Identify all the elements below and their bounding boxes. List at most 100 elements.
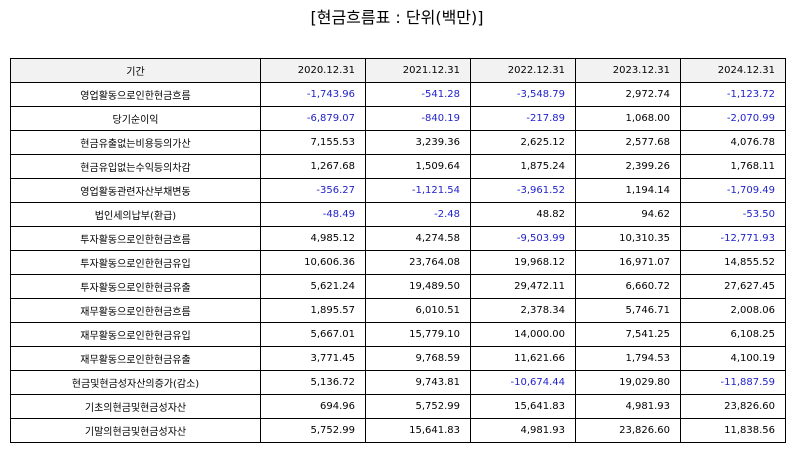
table-cell-value: -1,709.49 <box>680 178 786 203</box>
table-cell-value: 2,577.68 <box>575 130 681 155</box>
table-cell-value: 15,641.83 <box>365 418 471 443</box>
table-row: 현금유입없는수익등의차감 1,267.68 1,509.64 1,875.24 2,39… <box>10 154 786 179</box>
row-label: 재무활동으로인한현금유출 <box>10 346 261 371</box>
column-header-year: 2024.12.31 <box>680 58 786 83</box>
table-cell-value: 14,855.52 <box>680 250 786 275</box>
table-cell-value: -1,121.54 <box>365 178 471 203</box>
table-cell-value: 1,768.11 <box>680 154 786 179</box>
table-row: 기말의현금및현금성자산 5,752.99 15,641.83 4,981.93 23,8… <box>10 418 786 443</box>
table-row: 투자활동으로인한현금흐름 4,985.12 4,274.58 -9,503.99 10,… <box>10 226 786 251</box>
table-cell-value: -48.49 <box>260 202 366 227</box>
table-row: 영업활동으로인한현금흐름 -1,743.96 -541.28 -3,548.79 2,9… <box>10 82 786 107</box>
row-label: 투자활동으로인한현금유입 <box>10 250 261 275</box>
table-cell-value: -541.28 <box>365 82 471 107</box>
row-label: 현금및현금성자산의증가(감소) <box>10 370 261 395</box>
table-cell-value: -6,879.07 <box>260 106 366 131</box>
table-cell-value: 6,660.72 <box>575 274 681 299</box>
table-cell-value: 48.82 <box>470 202 576 227</box>
table-row: 재무활동으로인한현금유입 5,667.01 15,779.10 14,000.00 7,… <box>10 322 786 347</box>
row-label: 기초의현금및현금성자산 <box>10 394 261 419</box>
table-cell-value: 15,779.10 <box>365 322 471 347</box>
table-row: 현금유출없는비용등의가산 7,155.53 3,239.36 2,625.12 2,57… <box>10 130 786 155</box>
table-cell-value: -10,674.44 <box>470 370 576 395</box>
table-cell-value: 23,764.08 <box>365 250 471 275</box>
table-row: 기초의현금및현금성자산 694.96 5,752.99 15,641.83 4,981.… <box>10 394 786 419</box>
table-cell-value: 9,768.59 <box>365 346 471 371</box>
column-header-year: 2023.12.31 <box>575 58 681 83</box>
table-cell-value: 2,625.12 <box>470 130 576 155</box>
table-cell-value: 4,100.19 <box>680 346 786 371</box>
table-cell-value: 1,068.00 <box>575 106 681 131</box>
table-row: 현금및현금성자산의증가(감소) 5,136.72 9,743.81 -10,674.4… <box>10 370 786 395</box>
table-cell-value: 4,985.12 <box>260 226 366 251</box>
table-body: 영업활동으로인한현금흐름 -1,743.96 -541.28 -3,548.79 2,9… <box>10 82 786 443</box>
table-cell-value: 16,971.07 <box>575 250 681 275</box>
column-header-year: 2021.12.31 <box>365 58 471 83</box>
table-row: 영업활동관련자산부채변동 -356.27 -1,121.54 -3,961.52 1,1… <box>10 178 786 203</box>
row-label: 영업활동관련자산부채변동 <box>10 178 261 203</box>
table-cell-value: 29,472.11 <box>470 274 576 299</box>
table-cell-value: 1,794.53 <box>575 346 681 371</box>
table-cell-value: -11,887.59 <box>680 370 786 395</box>
table-cell-value: 19,489.50 <box>365 274 471 299</box>
table-cell-value: -356.27 <box>260 178 366 203</box>
table-cell-value: 23,826.60 <box>575 418 681 443</box>
table-cell-value: 23,826.60 <box>680 394 786 419</box>
table-cell-value: 7,155.53 <box>260 130 366 155</box>
table-cell-value: 14,000.00 <box>470 322 576 347</box>
table-cell-value: 6,108.25 <box>680 322 786 347</box>
table-cell-value: 19,029.80 <box>575 370 681 395</box>
table-cell-value: -217.89 <box>470 106 576 131</box>
row-label: 영업활동으로인한현금흐름 <box>10 82 261 107</box>
row-label: 투자활동으로인한현금흐름 <box>10 226 261 251</box>
row-label: 법인세의납부(환급) <box>10 202 261 227</box>
table-cell-value: -1,123.72 <box>680 82 786 107</box>
row-label: 당기순이익 <box>10 106 261 131</box>
table-cell-value: 2,399.26 <box>575 154 681 179</box>
column-header-year: 2022.12.31 <box>470 58 576 83</box>
column-header-year: 2020.12.31 <box>260 58 366 83</box>
table-cell-value: 94.62 <box>575 202 681 227</box>
table-cell-value: 1,194.14 <box>575 178 681 203</box>
table-cell-value: 4,274.58 <box>365 226 471 251</box>
table-cell-value: 2,378.34 <box>470 298 576 323</box>
table-cell-value: 4,981.93 <box>575 394 681 419</box>
table-row: 재무활동으로인한현금흐름 1,895.57 6,010.51 2,378.34 5,74… <box>10 298 786 323</box>
table-cell-value: 5,752.99 <box>365 394 471 419</box>
table-cell-value: -3,548.79 <box>470 82 576 107</box>
table-cell-value: 6,010.51 <box>365 298 471 323</box>
table-cell-value: -840.19 <box>365 106 471 131</box>
row-label: 재무활동으로인한현금유입 <box>10 322 261 347</box>
table-cell-value: 5,752.99 <box>260 418 366 443</box>
table-cell-value: 2,008.06 <box>680 298 786 323</box>
table-cell-value: 1,895.57 <box>260 298 366 323</box>
row-label: 투자활동으로인한현금유출 <box>10 274 261 299</box>
table-cell-value: 1,875.24 <box>470 154 576 179</box>
table-cell-value: 15,641.83 <box>470 394 576 419</box>
table-row: 당기순이익 -6,879.07 -840.19 -217.89 1,068.00 -2,0… <box>10 106 786 131</box>
table-cell-value: -9,503.99 <box>470 226 576 251</box>
row-label: 현금유출없는비용등의가산 <box>10 130 261 155</box>
table-row: 재무활동으로인한현금유출 3,771.45 9,768.59 11,621.66 1,7… <box>10 346 786 371</box>
row-label: 현금유입없는수익등의차감 <box>10 154 261 179</box>
cash-flow-table: 기간 2020.12.31 2021.12.31 2022.12.31 2023… <box>10 58 786 443</box>
table-cell-value: 5,621.24 <box>260 274 366 299</box>
table-header-row: 기간 2020.12.31 2021.12.31 2022.12.31 2023… <box>10 58 786 83</box>
column-header-period: 기간 <box>10 58 261 83</box>
table-cell-value: 2,972.74 <box>575 82 681 107</box>
table-cell-value: 10,606.36 <box>260 250 366 275</box>
table-cell-value: 10,310.35 <box>575 226 681 251</box>
table-cell-value: 7,541.25 <box>575 322 681 347</box>
table-cell-value: 5,667.01 <box>260 322 366 347</box>
table-cell-value: 5,136.72 <box>260 370 366 395</box>
table-row: 투자활동으로인한현금유입 10,606.36 23,764.08 19,968.12 1… <box>10 250 786 275</box>
table-row: 투자활동으로인한현금유출 5,621.24 19,489.50 29,472.11 6,… <box>10 274 786 299</box>
table-cell-value: 11,838.56 <box>680 418 786 443</box>
table-cell-value: 11,621.66 <box>470 346 576 371</box>
page-title: [현금흐름표 : 단위(백만)] <box>310 8 484 27</box>
table-cell-value: -2.48 <box>365 202 471 227</box>
table-cell-value: -1,743.96 <box>260 82 366 107</box>
table-cell-value: 694.96 <box>260 394 366 419</box>
table-cell-value: 3,239.36 <box>365 130 471 155</box>
table-row: 법인세의납부(환급) -48.49 -2.48 48.82 94.62 -53.50 <box>10 202 786 227</box>
